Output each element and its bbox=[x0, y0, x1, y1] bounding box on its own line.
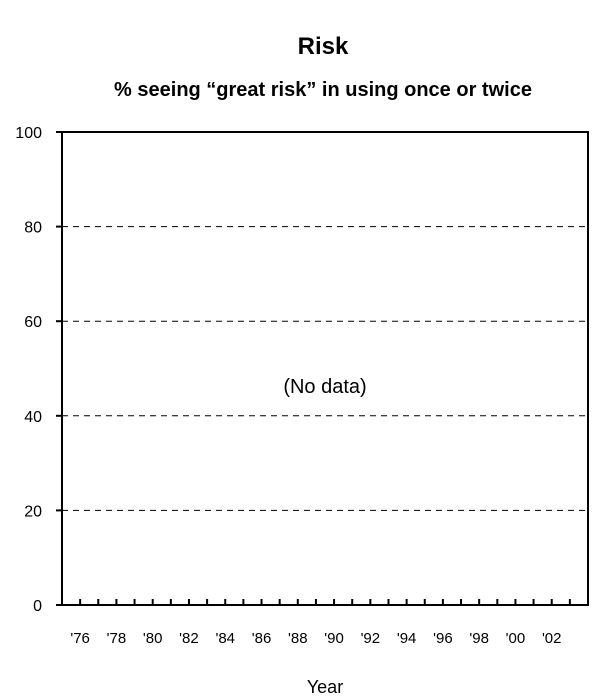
x-tick-label: '00 bbox=[506, 630, 526, 647]
y-tick-label: 40 bbox=[24, 409, 42, 426]
x-tick-label: '80 bbox=[143, 630, 163, 647]
chart-subtitle: % seeing “great risk” in using once or t… bbox=[114, 79, 532, 101]
x-axis: '76 '78 '80 '82 '84 '86 '88 '90 '92 '94 '96 '98 '00 '… bbox=[61, 599, 589, 647]
y-tick-label: 0 bbox=[33, 598, 42, 615]
x-axis-label: Year bbox=[307, 677, 343, 697]
x-tick-label: '84 bbox=[215, 630, 235, 647]
x-tick-label: '98 bbox=[469, 630, 489, 647]
gridlines bbox=[62, 226, 588, 511]
y-tick-label: 100 bbox=[15, 125, 42, 142]
x-tick-label: '92 bbox=[361, 630, 381, 647]
x-tick-label: '82 bbox=[179, 630, 199, 647]
x-tick-label: '88 bbox=[288, 630, 308, 647]
no-data-annotation: (No data) bbox=[283, 376, 366, 398]
x-tick-label: '76 bbox=[70, 630, 90, 647]
x-tick-label: '94 bbox=[397, 630, 417, 647]
plot-area-frame bbox=[61, 131, 589, 606]
x-tick-label: '78 bbox=[107, 630, 127, 647]
x-tick-label: '96 bbox=[433, 630, 453, 647]
x-tick-label: '90 bbox=[324, 630, 344, 647]
x-tick-label: '02 bbox=[542, 630, 562, 647]
x-tick-label: '86 bbox=[252, 630, 272, 647]
chart-title: Risk bbox=[298, 33, 349, 60]
y-tick-label: 60 bbox=[24, 314, 42, 331]
y-axis: 0 20 40 60 80 100 bbox=[15, 125, 62, 615]
y-tick-label: 20 bbox=[24, 503, 42, 520]
y-tick-label: 80 bbox=[24, 220, 42, 237]
